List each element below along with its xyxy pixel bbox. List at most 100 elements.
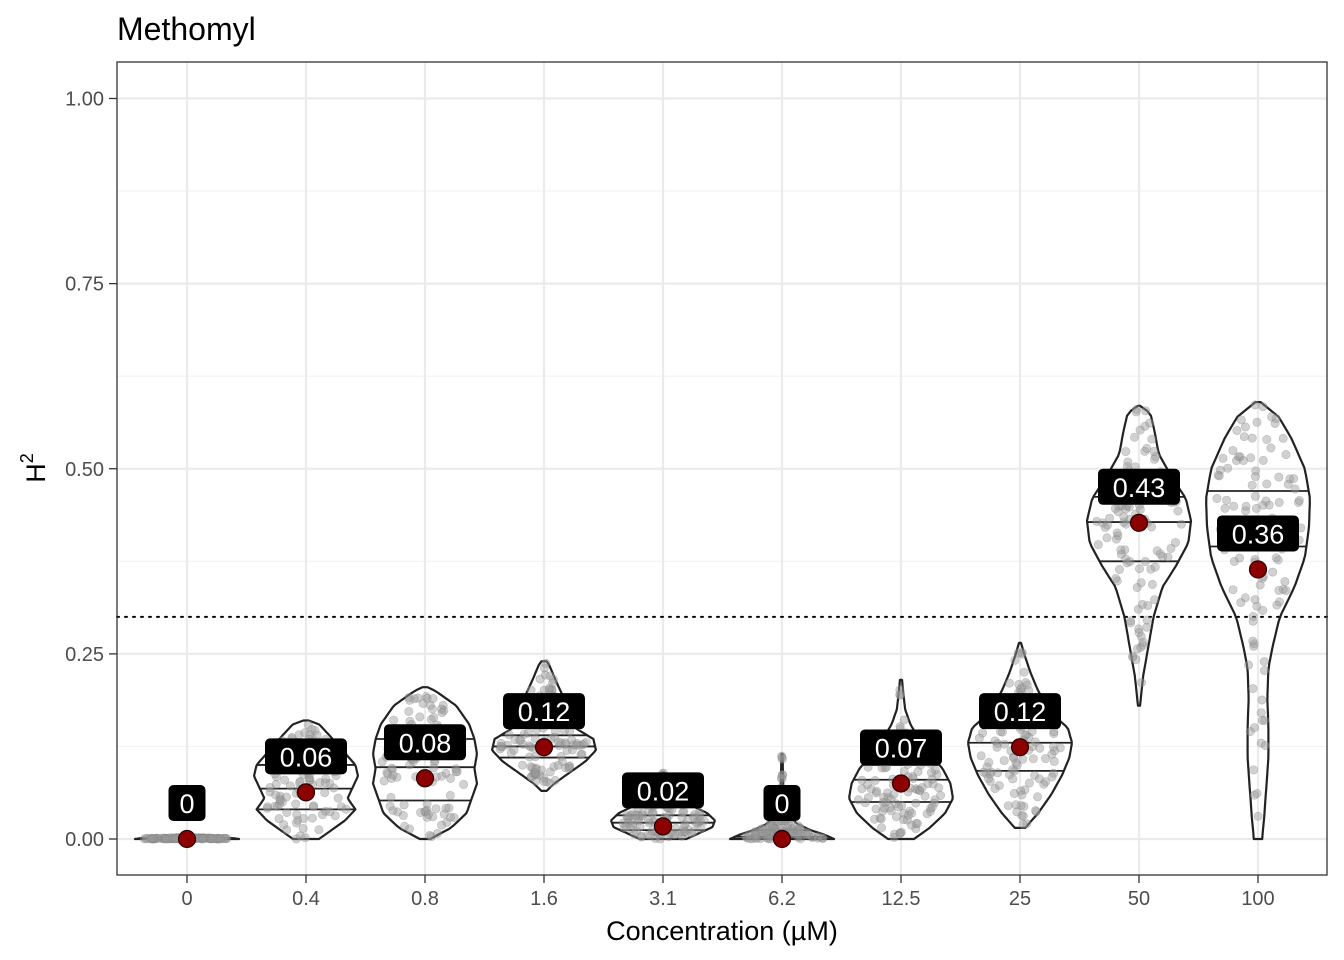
jitter-point-0.8-46: [442, 817, 452, 827]
jitter-point-12.5-72: [870, 775, 880, 785]
jitter-point-3.1-47: [631, 826, 641, 836]
jitter-point-0-50: [166, 834, 176, 844]
jitter-point-50-101: [1149, 446, 1159, 456]
jitter-point-0-8: [208, 833, 218, 843]
jitter-point-100-105: [1294, 495, 1304, 505]
jitter-point-1.6-90: [510, 735, 520, 745]
jitter-point-12.5-47: [905, 806, 915, 816]
jitter-point-12.5-23: [857, 784, 867, 794]
jitter-point-100-1: [1256, 738, 1266, 748]
jitter-point-25-89: [1010, 655, 1020, 665]
jitter-point-6.2-33: [742, 833, 752, 843]
jitter-point-3.1-14: [693, 819, 703, 829]
jitter-point-25-58: [1039, 779, 1049, 789]
jitter-point-50-109: [1150, 562, 1160, 572]
jitter-point-0.4-109: [275, 795, 285, 805]
jitter-point-25-32: [992, 742, 1002, 752]
jitter-point-25-38: [1033, 792, 1043, 802]
jitter-point-0.4-33: [274, 799, 284, 809]
y-axis-label-main: H: [21, 463, 51, 483]
jitter-point-3.1-103: [622, 811, 632, 821]
jitter-point-0-87: [146, 833, 156, 843]
jitter-point-1.6-80: [564, 763, 574, 773]
jitter-point-100-31: [1248, 611, 1258, 621]
jitter-point-1.6-27: [541, 777, 551, 787]
jitter-point-0.4-45: [333, 793, 343, 803]
y-axis-label: H2: [17, 453, 51, 483]
jitter-point-0.8-27: [432, 828, 442, 838]
jitter-point-0.8-85: [405, 824, 415, 834]
jitter-point-3.1-54: [694, 811, 704, 821]
jitter-point-1.6-17: [506, 748, 516, 758]
jitter-point-25-30: [1022, 680, 1032, 690]
violin-3.1: [610, 771, 716, 841]
jitter-point-12.5-4: [879, 792, 889, 802]
jitter-point-100-5: [1250, 400, 1260, 410]
x-tick-label-6.2: 6.2: [768, 888, 796, 910]
jitter-point-0.4-71: [325, 807, 335, 817]
jitter-point-0.8-34: [444, 803, 454, 813]
jitter-point-6.2-19: [750, 830, 760, 840]
jitter-point-50-23: [1126, 616, 1136, 626]
jitter-point-12.5-83: [926, 768, 936, 778]
jitter-point-0-83: [143, 833, 153, 843]
jitter-point-1.6-64: [528, 768, 538, 778]
jitter-point-50-94: [1116, 545, 1126, 555]
jitter-point-50-17: [1120, 545, 1130, 555]
jitter-point-50-81: [1135, 564, 1145, 574]
jitter-point-100-32: [1240, 593, 1250, 603]
jitter-point-3.1-81: [688, 812, 698, 822]
jitter-point-50-31: [1147, 434, 1157, 444]
jitter-point-100-67: [1281, 450, 1291, 460]
jitter-point-100-70: [1264, 500, 1274, 510]
jitter-point-12.5-8: [853, 795, 863, 805]
jitter-point-50-28: [1155, 549, 1165, 559]
jitter-point-1.6-24: [550, 775, 560, 785]
jitter-point-3.1-90: [643, 815, 653, 825]
jitter-point-0.4-94: [320, 778, 330, 788]
jitter-point-100-106: [1283, 479, 1293, 489]
jitter-point-1.6-63: [560, 738, 570, 748]
jitter-point-0.8-8: [393, 807, 403, 817]
jitter-point-0.8-107: [388, 806, 398, 816]
jitter-point-100-64: [1223, 463, 1233, 473]
jitter-point-3.1-21: [637, 809, 647, 819]
jitter-point-0-35: [196, 833, 206, 843]
jitter-point-25-103: [976, 751, 986, 761]
x-axis: 0 0.4 0.8 1.6 3.1 6.2 12.5 25 50 100: [181, 875, 1275, 910]
jitter-point-50-54: [1113, 531, 1123, 541]
mean-label-3.1: 0.02: [637, 776, 690, 806]
jitter-point-12.5-59: [886, 794, 896, 804]
jitter-point-1.6-108: [539, 776, 549, 786]
jitter-point-6.2-87: [803, 830, 813, 840]
jitter-point-1.6-78: [524, 741, 534, 751]
jitter-point-25-23: [1041, 754, 1051, 764]
jitter-point-1.6-47: [497, 742, 507, 752]
jitter-point-12.5-66: [896, 801, 906, 811]
jitter-point-1.6-89: [571, 740, 581, 750]
jitter-point-12.5-46: [928, 779, 938, 789]
jitter-point-1.6-104: [518, 739, 528, 749]
jitter-point-50-73: [1123, 457, 1133, 467]
jitter-point-50-79: [1166, 543, 1176, 553]
jitter-point-6.2-75: [759, 830, 769, 840]
jitter-point-6.2-104: [813, 833, 823, 843]
jitter-point-3.1-27: [644, 818, 654, 828]
jitter-point-25-72: [1041, 777, 1051, 787]
jitter-point-0.8-47: [377, 757, 387, 767]
jitter-point-1.6-92: [553, 760, 563, 770]
jitter-point-12.5-99: [889, 789, 899, 799]
jitter-point-25-104: [1012, 760, 1022, 770]
jitter-point-100-84: [1271, 413, 1281, 423]
jitter-point-0.4-48: [271, 779, 281, 789]
jitter-point-12.5-1: [871, 788, 881, 798]
jitter-point-12.5-32: [860, 798, 870, 808]
jitter-point-12.5-81: [915, 786, 925, 796]
jitter-point-6.2-84: [751, 833, 761, 843]
jitter-point-100-40: [1268, 567, 1278, 577]
jitter-point-0-102: [148, 833, 158, 843]
jitter-point-0.8-35: [429, 763, 439, 773]
jitter-point-0.4-59: [321, 806, 331, 816]
jitter-point-100-13: [1241, 506, 1251, 516]
jitter-point-25-11: [982, 762, 992, 772]
